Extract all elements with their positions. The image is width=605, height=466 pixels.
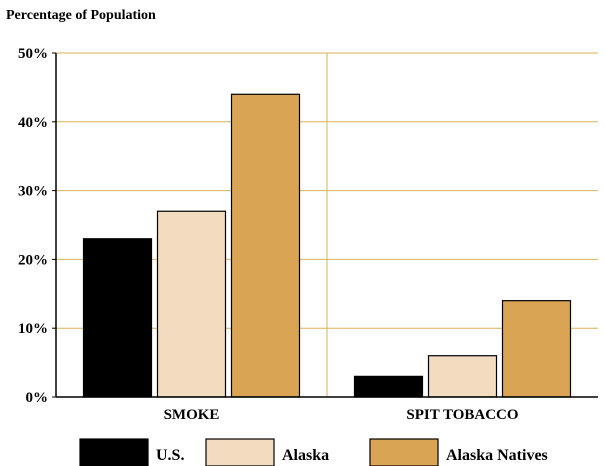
bar-smoke-alaska [156, 210, 227, 398]
bar-spit-tobacco-alaska [427, 355, 498, 398]
legend-swatch-alaska-natives [369, 438, 439, 466]
y-axis-title: Percentage of Population [6, 8, 156, 23]
bars-layer [82, 93, 572, 398]
x-tick-label: SPIT TOBACCO [406, 407, 518, 423]
y-tick-label: 0% [26, 390, 49, 406]
bar-smoke-u-s- [82, 238, 153, 398]
legend-label: Alaska [282, 447, 329, 464]
y-tick-label: 10% [18, 321, 48, 337]
y-tick-label: 40% [18, 115, 48, 131]
bar-spit-tobacco-u-s- [353, 375, 424, 398]
x-tick-label: SMOKE [164, 407, 220, 423]
y-tick-label: 20% [18, 252, 48, 268]
bar-smoke-alaska-natives [230, 93, 301, 398]
legend-label: Alaska Natives [446, 447, 548, 464]
legend: U.S. Alaska Alaska Natives [79, 438, 548, 466]
legend-label: U.S. [156, 447, 184, 464]
y-tick-label: 30% [18, 184, 48, 200]
axis-layer: SMOKE SPIT TOBACCO 0% 10% 20% 30% 40% 50% [18, 46, 598, 423]
legend-swatch-alaska [205, 438, 275, 466]
legend-swatch-u-s- [79, 438, 149, 466]
bar-spit-tobacco-alaska-natives [501, 300, 572, 398]
y-tick-label: 50% [18, 46, 48, 62]
